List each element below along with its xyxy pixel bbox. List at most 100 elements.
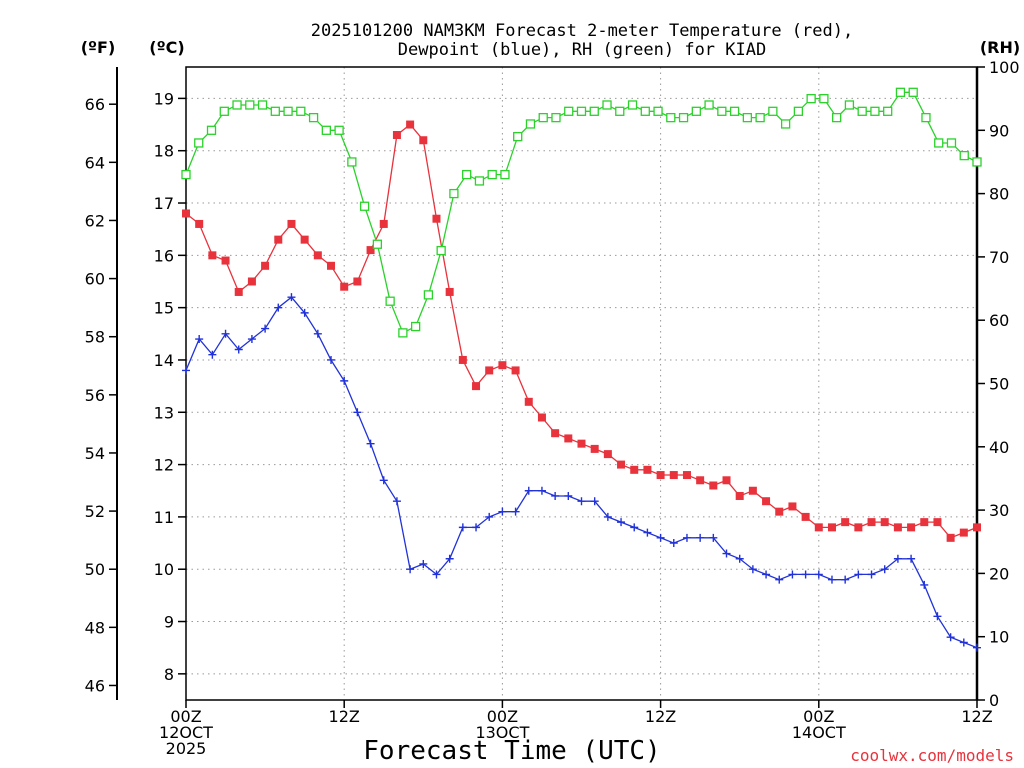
data-point: [682, 533, 691, 542]
data-point: [300, 308, 309, 317]
data-point: [321, 125, 331, 135]
data-point: [717, 106, 727, 116]
data-point: [551, 491, 560, 500]
data-point: [340, 376, 349, 385]
chart-title-line-1: 2025101200 NAM3KM Forecast 2-meter Tempe…: [311, 21, 853, 41]
celsius-tick-label: 12: [154, 456, 174, 475]
data-point: [880, 518, 889, 527]
data-point: [208, 350, 217, 359]
celsius-tick-label: 16: [154, 246, 174, 265]
fahrenheit-tick-label: 48: [85, 618, 105, 637]
celsius-tick-label: 14: [154, 351, 174, 370]
data-point: [538, 112, 548, 123]
data-point: [722, 549, 731, 558]
data-point: [643, 465, 652, 474]
data-point: [195, 335, 204, 344]
data-point: [617, 460, 626, 469]
time-tick-label: 00Z: [170, 707, 201, 726]
data-point: [245, 100, 255, 110]
data-point: [959, 150, 969, 161]
data-point: [678, 112, 689, 123]
data-point: [432, 214, 441, 223]
celsius-tick-label: 18: [154, 142, 174, 161]
celsius-tick-label: 19: [154, 89, 174, 108]
data-point: [419, 136, 428, 145]
data-point: [895, 87, 906, 97]
data-point: [643, 528, 652, 537]
data-point: [247, 277, 256, 286]
plot-frame: [185, 66, 979, 701]
data-point: [814, 523, 823, 532]
data-point: [206, 125, 217, 135]
fahrenheit-tick-label: 56: [85, 386, 105, 405]
celsius-axis: 8 9 10 11 12 13 14 15 16 17 18 19: [154, 89, 186, 684]
data-point: [270, 106, 280, 116]
data-point: [576, 106, 587, 116]
data-point: [669, 471, 678, 480]
data-point: [709, 533, 718, 542]
data-point: [551, 112, 561, 123]
data-point: [735, 554, 744, 563]
data-point: [827, 575, 836, 584]
time-tick-label: 00Z: [487, 707, 518, 726]
data-point: [472, 523, 481, 532]
celsius-tick-label: 17: [154, 194, 174, 213]
data-point: [500, 169, 510, 180]
time-tick-label: 00Z: [803, 707, 834, 726]
data-point: [296, 106, 306, 116]
fahrenheit-tick-label: 46: [85, 676, 105, 695]
data-point: [392, 497, 401, 506]
data-point: [327, 261, 336, 270]
data-point: [656, 471, 665, 480]
time-tick-label: 2025: [166, 739, 207, 758]
data-point: [525, 119, 536, 129]
data-point: [219, 106, 229, 116]
data-point: [602, 100, 612, 110]
data-point: [933, 612, 942, 621]
data-point: [385, 296, 395, 306]
fahrenheit-tick-label: 58: [85, 328, 105, 347]
data-point: [474, 176, 485, 186]
data-point: [372, 239, 383, 249]
data-point: [472, 382, 481, 391]
data-point: [366, 246, 375, 255]
data-point: [691, 106, 701, 116]
data-point: [590, 497, 599, 506]
data-point: [436, 245, 446, 256]
time-tick-label: 12Z: [329, 707, 360, 726]
data-point: [832, 112, 842, 123]
data-point: [498, 361, 507, 370]
data-point: [182, 209, 190, 218]
data-point: [946, 533, 955, 542]
data-point: [630, 523, 639, 532]
data-point: [775, 507, 784, 516]
data-point: [300, 235, 309, 244]
data-point: [806, 94, 816, 104]
data-point: [537, 486, 546, 495]
data-point: [603, 512, 612, 521]
time-tick-label: 12Z: [961, 707, 992, 726]
data-series: [181, 87, 982, 652]
data-point: [603, 450, 612, 459]
data-point: [462, 169, 472, 180]
data-point: [511, 366, 520, 375]
rh-tick-label: 70: [989, 248, 1009, 267]
data-point: [261, 324, 270, 333]
chart-title-line-2: Dewpoint (blue), RH (green) for KIAD: [398, 40, 766, 60]
data-point: [946, 633, 955, 642]
data-point: [735, 491, 744, 500]
data-point: [308, 112, 319, 123]
data-point: [458, 523, 467, 532]
data-point: [883, 106, 893, 116]
data-point: [513, 131, 523, 142]
data-point: [274, 303, 283, 312]
fahrenheit-tick-label: 52: [85, 502, 105, 521]
series-line: [185, 91, 978, 334]
data-point: [261, 261, 270, 270]
data-point: [696, 476, 705, 485]
data-point: [893, 523, 902, 532]
data-point: [827, 523, 836, 532]
rh-axis-label: (RH): [980, 38, 1020, 57]
time-tick-label: 12Z: [645, 707, 676, 726]
fahrenheit-tick-label: 64: [85, 153, 105, 172]
